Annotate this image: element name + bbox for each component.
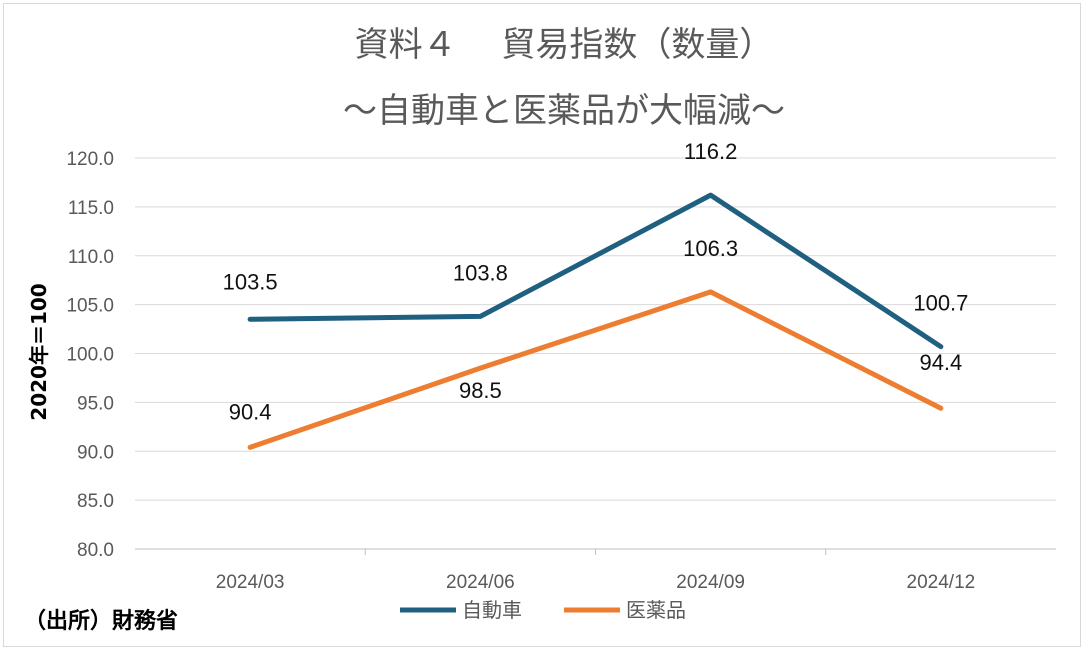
data-label: 100.7: [913, 291, 968, 316]
data-label: 103.5: [223, 269, 278, 294]
y-tick-label: 90.0: [77, 442, 114, 463]
x-tick-label: 2024/03: [216, 572, 285, 593]
data-label: 103.8: [453, 260, 508, 285]
legend: 自動車 医薬品: [400, 598, 686, 622]
x-tick-label: 2024/06: [446, 572, 515, 593]
data-label: 106.3: [683, 236, 738, 261]
y-axis-label: 2020年＝100: [27, 283, 51, 420]
y-tick-label: 85.0: [77, 491, 114, 512]
y-tick-label: 105.0: [66, 296, 114, 317]
x-tick-label: 2024/09: [676, 572, 745, 593]
source-note: （出所）財務省: [24, 608, 178, 634]
legend-label-pharmaceuticals: 医薬品: [626, 598, 686, 622]
data-label: 98.5: [459, 378, 502, 403]
y-tick-label: 120.0: [66, 149, 114, 170]
x-tick-label: 2024/12: [907, 572, 976, 593]
y-tick-label: 80.0: [77, 540, 114, 561]
chart-subtitle: ～自動車と医薬品が大幅減～: [343, 91, 785, 131]
chart-title: 資料４ 貿易指数（数量）: [355, 25, 774, 65]
chart-frame: 資料４ 貿易指数（数量） ～自動車と医薬品が大幅減～ 2020年＝100 80.…: [3, 3, 1081, 647]
data-label: 116.2: [684, 139, 737, 164]
y-tick-label: 115.0: [68, 198, 114, 219]
y-tick-label: 100.0: [66, 345, 114, 366]
data-label: 94.4: [919, 350, 962, 375]
legend-label-automobile: 自動車: [462, 598, 522, 622]
y-tick-label: 95.0: [77, 393, 114, 414]
y-tick-label: 110.0: [68, 247, 114, 268]
data-label: 90.4: [229, 399, 272, 424]
line-chart: 資料４ 貿易指数（数量） ～自動車と医薬品が大幅減～ 2020年＝100 80.…: [24, 25, 1056, 634]
series-line-automobile: [247, 192, 944, 350]
series-line-pharmaceuticals: [247, 289, 944, 450]
